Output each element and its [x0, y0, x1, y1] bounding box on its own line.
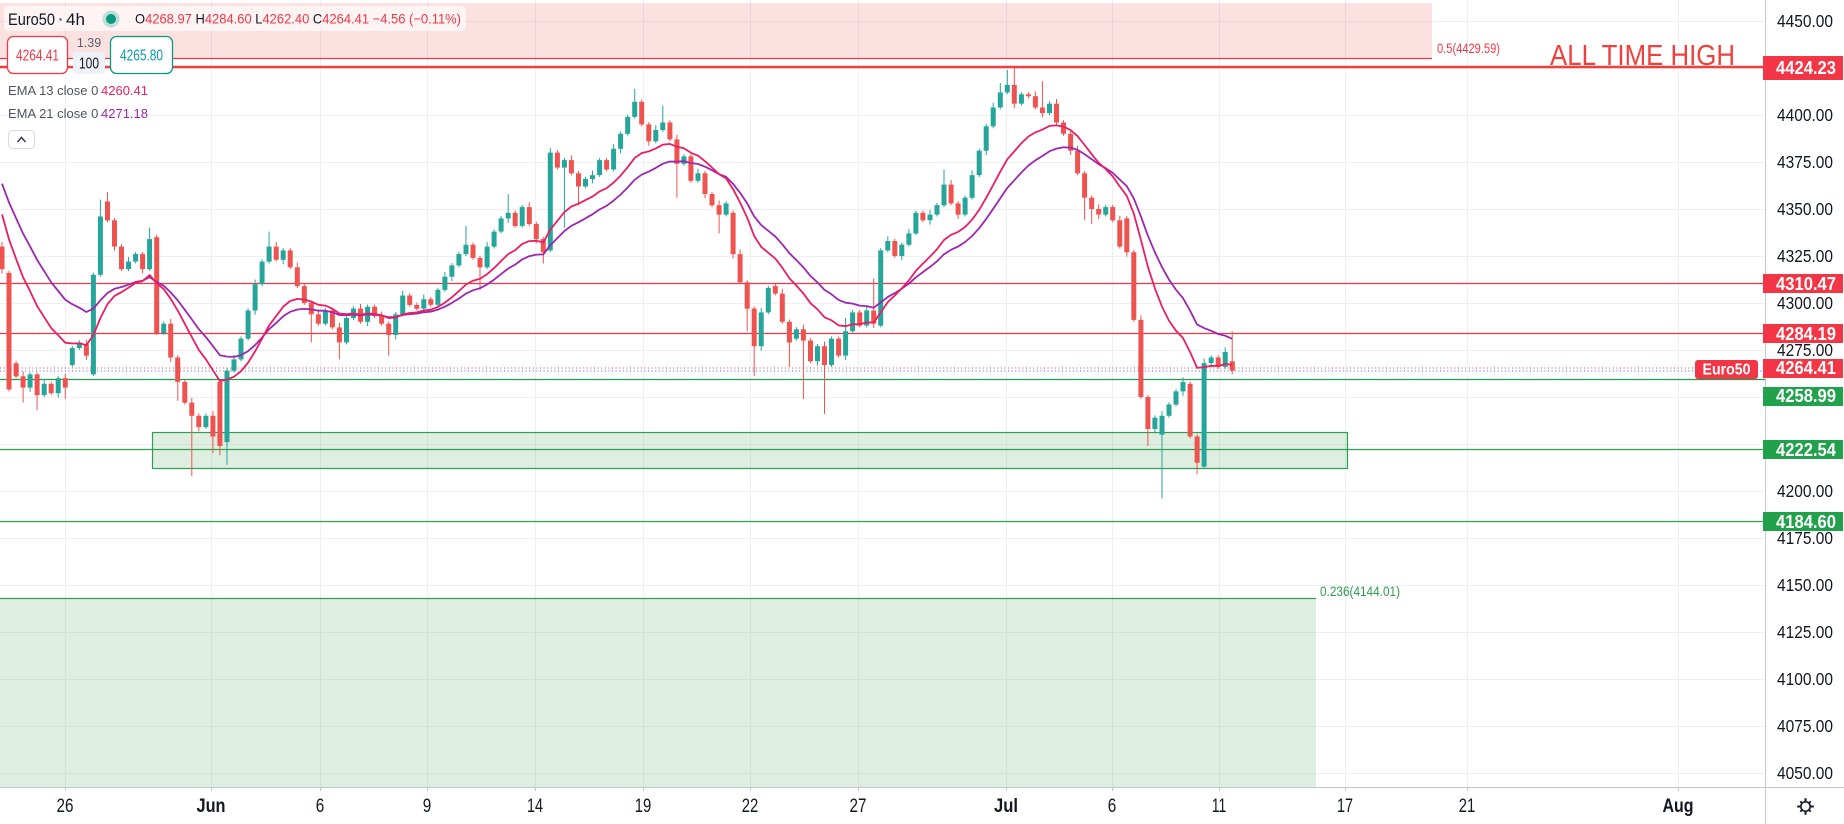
- svg-text:4300.00: 4300.00: [1777, 293, 1833, 313]
- svg-text:17: 17: [1337, 796, 1353, 817]
- svg-text:4350.00: 4350.00: [1777, 199, 1833, 219]
- svg-text:4325.00: 4325.00: [1777, 246, 1833, 266]
- svg-text:O4268.97 H4284.60 L4262.40 C42: O4268.97 H4284.60 L4262.40 C4264.41 −4.5…: [135, 11, 461, 27]
- svg-text:4400.00: 4400.00: [1777, 105, 1833, 125]
- svg-text:Aug: Aug: [1663, 796, 1694, 817]
- svg-text:4450.00: 4450.00: [1777, 11, 1833, 31]
- svg-text:EMA 13 close 0: EMA 13 close 0: [8, 83, 98, 98]
- svg-text:4222.54: 4222.54: [1776, 440, 1836, 460]
- svg-text:0.5(4429.59): 0.5(4429.59): [1437, 40, 1500, 56]
- svg-text:ALL TIME HIGH: ALL TIME HIGH: [1550, 40, 1735, 72]
- svg-text:22: 22: [742, 796, 759, 817]
- svg-text:Jun: Jun: [197, 796, 226, 817]
- svg-text:4275.00: 4275.00: [1777, 340, 1833, 360]
- svg-text:4184.60: 4184.60: [1776, 512, 1836, 532]
- svg-text:4125.00: 4125.00: [1777, 622, 1833, 642]
- svg-text:4284.19: 4284.19: [1776, 324, 1836, 344]
- svg-text:4310.47: 4310.47: [1776, 274, 1836, 294]
- svg-text:11: 11: [1212, 796, 1227, 817]
- svg-text:4260.41: 4260.41: [101, 83, 148, 98]
- svg-text:Jul: Jul: [994, 796, 1018, 817]
- svg-text:4h: 4h: [66, 10, 85, 29]
- svg-text:4050.00: 4050.00: [1777, 763, 1833, 783]
- svg-text:4175.00: 4175.00: [1777, 528, 1833, 548]
- svg-text:4264.41: 4264.41: [16, 48, 59, 65]
- svg-text:4100.00: 4100.00: [1777, 669, 1833, 689]
- svg-text:21: 21: [1459, 796, 1476, 817]
- svg-text:4375.00: 4375.00: [1777, 152, 1833, 172]
- svg-text:100: 100: [79, 56, 99, 73]
- svg-text:6: 6: [1108, 796, 1117, 817]
- svg-text:Euro50: Euro50: [8, 10, 55, 29]
- svg-text:Euro50: Euro50: [1703, 362, 1751, 379]
- svg-text:4200.00: 4200.00: [1777, 481, 1833, 501]
- svg-text:27: 27: [850, 796, 867, 817]
- svg-text:6: 6: [316, 796, 325, 817]
- svg-text:19: 19: [635, 796, 652, 817]
- svg-text:9: 9: [423, 796, 432, 817]
- svg-text:4271.18: 4271.18: [101, 106, 148, 121]
- svg-text:14: 14: [527, 796, 543, 817]
- svg-text:EMA 21 close 0: EMA 21 close 0: [8, 106, 98, 121]
- svg-text:4258.99: 4258.99: [1776, 386, 1836, 406]
- svg-text:0.236(4144.01): 0.236(4144.01): [1320, 583, 1400, 599]
- svg-text:4424.23: 4424.23: [1776, 58, 1836, 78]
- svg-text:4150.00: 4150.00: [1777, 575, 1833, 595]
- svg-text:4265.80: 4265.80: [120, 48, 163, 65]
- svg-text:26: 26: [57, 796, 74, 817]
- svg-text:4264.41: 4264.41: [1776, 358, 1836, 378]
- svg-text:4075.00: 4075.00: [1777, 716, 1833, 736]
- svg-text:1.39: 1.39: [77, 36, 101, 50]
